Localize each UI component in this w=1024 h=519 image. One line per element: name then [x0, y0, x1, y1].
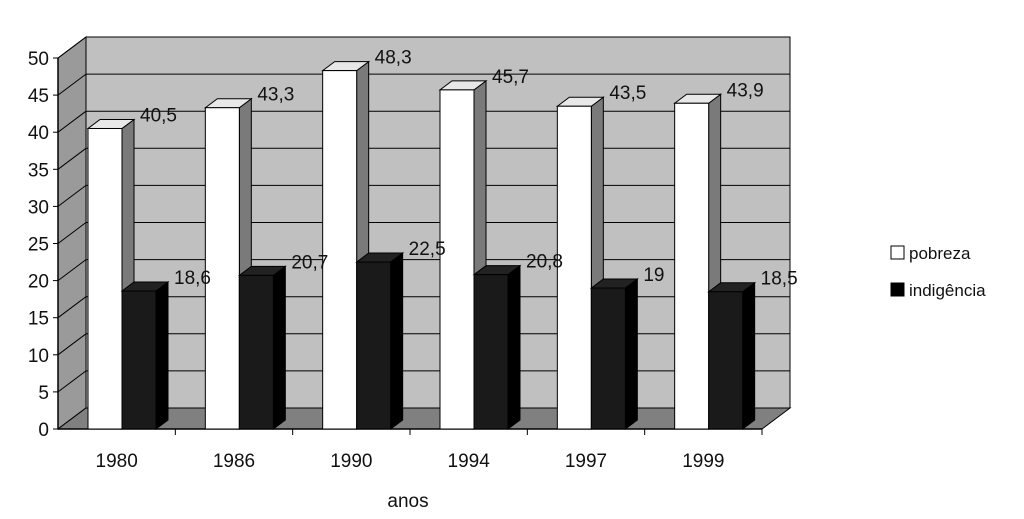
x-tick-label-1994: 1994	[448, 451, 491, 472]
x-tick-label-1986: 1986	[213, 451, 255, 472]
bar-front-face	[674, 102, 710, 430]
bar-front-face	[322, 70, 358, 430]
bar-indigência-1990	[355, 252, 405, 430]
y-tick-label: 30	[28, 197, 49, 218]
x-tick-label-1999: 1999	[682, 451, 724, 472]
bar-front-face	[708, 291, 744, 430]
gridline-side	[57, 110, 87, 133]
y-tick-label: 5	[38, 383, 49, 404]
x-tick-label-1980: 1980	[96, 451, 138, 472]
data-label-pobreza-1999: 43,9	[727, 80, 764, 101]
data-label-pobreza-1997: 43,5	[609, 83, 646, 104]
bar-front-face	[473, 274, 509, 430]
gridline-side	[57, 73, 87, 96]
data-label-indigência-1994: 20,8	[526, 252, 563, 273]
data-label-indigência-1980: 18,6	[174, 268, 211, 289]
x-tick-label-1990: 1990	[330, 451, 372, 472]
bar-indigência-1986	[237, 265, 287, 430]
x-axis-ticks: 1980 1986 1990 1994 1997 1999	[96, 429, 763, 472]
legend-swatch-pobreza	[890, 245, 905, 260]
bar-front-face	[87, 127, 123, 430]
legend-label-indigencia: indigência	[909, 281, 986, 300]
x-tick-label-1997: 1997	[565, 451, 607, 472]
gridline-side	[57, 333, 87, 356]
bar-front-face	[556, 105, 592, 430]
bar-front-face	[356, 261, 392, 430]
bar-front-face	[238, 274, 274, 430]
gridline-side	[57, 36, 87, 59]
bar-indigência-1999	[707, 281, 757, 430]
y-tick-label: 15	[28, 309, 49, 330]
legend-swatch-indigencia	[890, 282, 905, 297]
y-tick-label: 25	[28, 235, 49, 256]
data-label-pobreza-1986: 43,3	[257, 85, 294, 106]
bar-front-face	[204, 107, 240, 430]
y-tick-label: 10	[28, 346, 49, 367]
bar-side-face	[390, 252, 404, 430]
gridline-side	[57, 370, 87, 393]
data-label-indigência-1999: 18,5	[761, 269, 798, 290]
gridline-side	[57, 184, 87, 207]
bar-indigência-1980	[120, 280, 170, 430]
bars	[86, 60, 757, 430]
gridline-side	[57, 296, 87, 319]
bar-front-face	[590, 287, 626, 430]
bar-indigência-1994	[472, 264, 522, 430]
y-axis-ticks: 0 5 10 15 20 25 30 35 40 45 50	[28, 49, 59, 441]
data-label-pobreza-1980: 40,5	[140, 105, 177, 126]
gridline-side	[57, 147, 87, 170]
data-label-indigência-1990: 22,5	[409, 239, 446, 260]
legend: pobreza indigência	[890, 244, 986, 300]
bar-front-face	[121, 290, 157, 430]
bar-pobreza-1997	[555, 96, 605, 430]
data-label-pobreza-1990: 48,3	[375, 48, 412, 69]
gridline-side	[57, 259, 87, 282]
bar-side-face	[624, 278, 638, 430]
x-axis-title: anos	[387, 491, 428, 512]
bar-side-face	[272, 265, 286, 430]
data-label-indigência-1986: 20,7	[291, 252, 328, 273]
gridline-side	[57, 222, 87, 244]
bar-indigência-1997	[589, 278, 639, 430]
bar-front-face	[439, 89, 475, 430]
y-tick-label: 45	[28, 86, 49, 107]
y-tick-label: 35	[28, 160, 49, 181]
bar-side-face	[155, 280, 169, 430]
y-tick-label: 20	[28, 272, 49, 293]
y-tick-label: 50	[28, 49, 49, 70]
y-tick-label: 0	[38, 420, 49, 441]
bar-side-face	[742, 281, 756, 430]
legend-label-pobreza: pobreza	[909, 244, 971, 263]
data-labels: 40,5 18,6 43,3 20,7 48,3 22,5 45,7 20,8 43,5 19 43…	[140, 48, 798, 290]
data-label-indigência-1997: 19	[643, 265, 664, 286]
y-tick-label: 40	[28, 123, 49, 144]
bar-side-face	[507, 264, 521, 430]
data-label-pobreza-1994: 45,7	[492, 67, 529, 88]
